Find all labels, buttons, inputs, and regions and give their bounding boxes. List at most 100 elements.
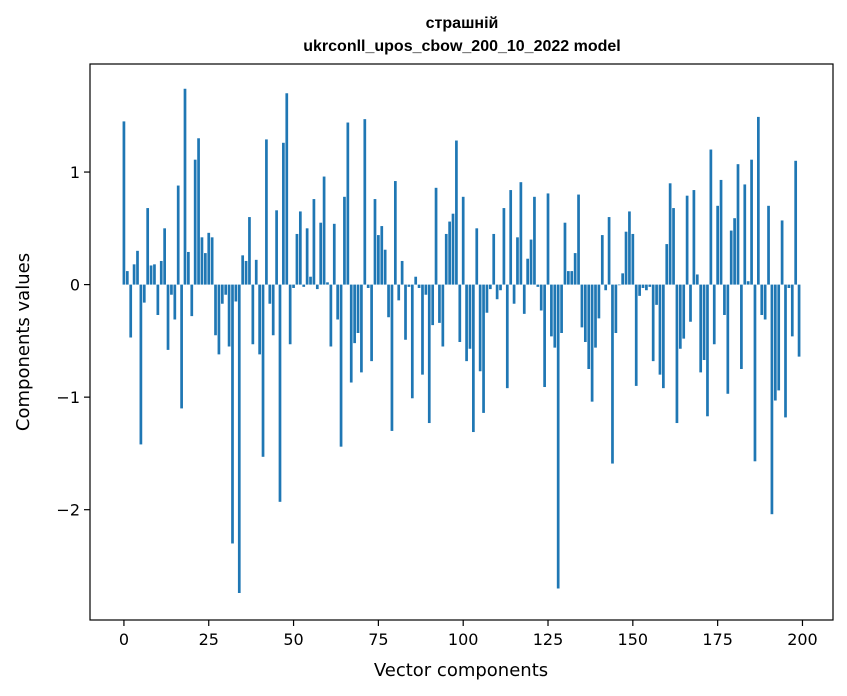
bar-73: [370, 284, 373, 362]
bar-75: [377, 235, 380, 285]
bar-192: [773, 284, 777, 401]
bar-179: [729, 230, 733, 285]
bar-153: [641, 284, 645, 288]
bar-158: [658, 284, 662, 375]
bar-67: [349, 284, 353, 383]
x-tick-label: 0: [119, 630, 129, 649]
bar-51: [295, 233, 299, 285]
bar-53: [302, 284, 306, 287]
bar-36: [244, 260, 248, 285]
bar-100: [461, 196, 465, 285]
bar-112: [502, 208, 506, 285]
bar-104: [475, 228, 479, 285]
bar-65: [343, 196, 346, 285]
y-tick-label: 0: [70, 276, 80, 295]
bar-142: [604, 284, 608, 291]
bar-60: [326, 282, 329, 285]
bar-117: [519, 182, 523, 285]
bar-25: [207, 232, 211, 285]
bar-171: [702, 284, 706, 361]
bar-101: [465, 284, 468, 362]
bar-24: [203, 253, 207, 285]
bar-165: [682, 284, 686, 339]
bar-88: [421, 284, 424, 375]
bar-89: [424, 284, 428, 295]
y-axis-ticks: −2 −1 0 1: [56, 163, 90, 520]
bar-39: [254, 259, 258, 285]
bar-156: [651, 284, 655, 362]
bar-79: [390, 284, 394, 431]
bar-90: [427, 284, 431, 424]
bar-118: [522, 284, 526, 314]
bar-64: [339, 284, 343, 447]
bar-38: [251, 284, 255, 345]
bar-87: [417, 284, 421, 288]
bar-172: [706, 284, 709, 417]
chart-title-line-1: страшній: [426, 15, 499, 32]
bar-93: [438, 284, 441, 323]
x-tick-label: 100: [448, 630, 479, 649]
bar-123: [539, 284, 543, 311]
bar-58: [319, 222, 323, 285]
bar-134: [577, 194, 580, 285]
x-tick-label: 200: [787, 630, 818, 649]
bar-30: [224, 284, 228, 295]
bar-15: [173, 284, 177, 320]
y-tick-label: −1: [56, 388, 80, 407]
bar-185: [750, 159, 753, 285]
bar-122: [536, 284, 540, 287]
bar-47: [282, 142, 285, 285]
bar-52: [298, 211, 302, 285]
bar-177: [723, 284, 726, 315]
bar-106: [482, 284, 485, 413]
bar-0: [122, 121, 126, 285]
bar-193: [777, 284, 781, 391]
bar-8: [149, 265, 153, 285]
bars-group: [122, 88, 801, 593]
bar-152: [638, 284, 641, 296]
x-tick-label: 25: [199, 630, 219, 649]
bar-16: [176, 185, 180, 285]
bar-108: [488, 284, 492, 290]
bar-99: [458, 284, 462, 342]
bar-31: [227, 284, 231, 347]
bar-41: [261, 284, 265, 457]
bar-96: [448, 221, 451, 285]
bar-121: [533, 196, 536, 285]
bar-151: [634, 284, 638, 386]
bar-102: [468, 284, 472, 349]
bar-105: [478, 284, 482, 372]
bar-43: [268, 284, 272, 304]
bar-109: [492, 233, 496, 285]
bar-20: [190, 284, 194, 317]
bar-54: [305, 228, 309, 285]
bar-176: [719, 179, 723, 285]
bar-32: [231, 284, 234, 544]
bar-17: [180, 284, 183, 409]
bar-188: [760, 284, 764, 315]
bar-40: [258, 284, 261, 355]
bar-70: [360, 284, 363, 373]
bar-138: [590, 284, 594, 402]
bar-125: [546, 193, 550, 285]
bar-46: [278, 284, 282, 502]
bar-27: [214, 284, 217, 336]
bar-170: [699, 284, 703, 373]
bar-191: [770, 284, 774, 515]
bar-190: [767, 205, 770, 285]
bar-159: [662, 284, 665, 389]
bar-77: [383, 249, 387, 285]
bar-141: [600, 235, 604, 285]
bar-173: [709, 149, 713, 285]
bar-194: [780, 220, 784, 285]
bar-174: [712, 284, 716, 345]
bar-97: [451, 213, 455, 285]
bar-1: [125, 271, 129, 285]
bar-154: [645, 284, 648, 291]
bar-63: [336, 284, 340, 320]
bar-146: [617, 284, 621, 286]
bar-74: [373, 199, 377, 285]
bar-76: [380, 226, 384, 285]
bar-135: [580, 284, 584, 328]
bar-82: [400, 260, 404, 285]
